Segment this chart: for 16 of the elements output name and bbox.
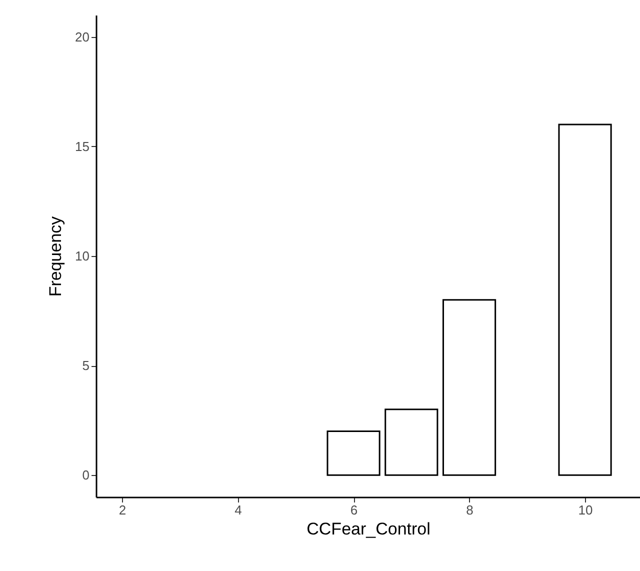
x-tick-label: 10 [578, 502, 593, 518]
x-tick-label: 4 [234, 502, 242, 518]
bar [558, 124, 612, 476]
y-tick-label: 5 [82, 358, 90, 374]
bar [442, 299, 496, 476]
bar [384, 408, 438, 476]
y-axis-title: Frequency [46, 216, 66, 297]
x-axis-title: CCFear_Control [306, 520, 430, 538]
y-tick-label: 10 [75, 248, 90, 264]
bar [326, 430, 380, 476]
y-tick-label: 15 [75, 138, 90, 154]
x-tick-label: 6 [350, 502, 358, 518]
x-tick-label: 2 [118, 502, 126, 518]
y-tick-label: 20 [75, 29, 90, 44]
x-tick-label: 8 [466, 502, 474, 518]
y-tick-label: 0 [82, 468, 90, 483]
